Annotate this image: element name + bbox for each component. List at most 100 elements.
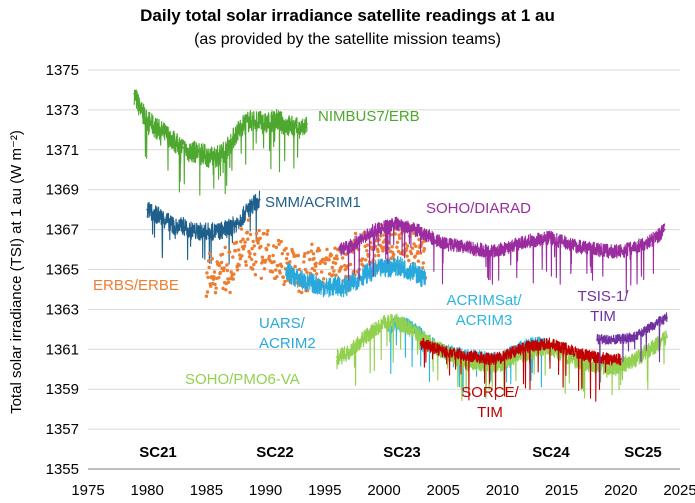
data-point	[293, 264, 297, 269]
data-point	[246, 218, 251, 222]
data-point	[395, 245, 399, 249]
series-line	[420, 337, 622, 402]
legend-label: SOHO/DIARAD	[426, 200, 531, 217]
data-point	[306, 123, 308, 125]
data-point	[262, 231, 266, 236]
data-point	[312, 282, 314, 285]
data-point	[275, 275, 279, 279]
data-point	[294, 276, 297, 279]
data-point	[376, 253, 381, 258]
data-point	[454, 352, 456, 355]
data-point	[158, 214, 160, 217]
data-point	[303, 252, 307, 256]
data-point	[335, 257, 339, 261]
data-point	[309, 249, 313, 253]
data-point	[282, 282, 286, 287]
legend-label: ACRIMSat/ACRIM3	[446, 292, 522, 329]
data-point	[420, 240, 424, 244]
data-point	[548, 342, 551, 345]
data-point	[406, 226, 409, 229]
data-point	[379, 234, 383, 238]
data-point	[631, 360, 634, 363]
data-point	[223, 245, 227, 250]
data-point	[181, 146, 184, 149]
data-point	[258, 121, 261, 123]
chart-title: Daily total solar irradiance satellite r…	[140, 6, 555, 25]
data-point	[422, 246, 427, 251]
y-tick-label: 1361	[46, 341, 79, 358]
data-point	[227, 250, 232, 254]
y-tick-label: 1359	[46, 381, 79, 398]
data-point	[254, 231, 259, 236]
data-point	[212, 270, 217, 274]
data-point	[259, 244, 263, 249]
x-tick-label: 1995	[308, 482, 341, 499]
data-point	[383, 266, 385, 269]
legend-label: SMM/ACRIM1	[265, 194, 361, 211]
data-point	[283, 279, 287, 284]
x-tick-label: 2005	[427, 482, 460, 499]
data-point	[501, 362, 504, 365]
data-point	[513, 350, 516, 353]
data-point	[312, 268, 317, 273]
data-point	[206, 275, 210, 279]
data-point	[164, 132, 166, 135]
data-point	[240, 254, 244, 258]
data-point	[288, 272, 291, 275]
data-point	[241, 125, 243, 127]
data-point	[271, 253, 275, 258]
data-point	[199, 230, 202, 233]
data-point	[175, 142, 178, 145]
data-point	[414, 244, 418, 248]
data-point	[477, 248, 480, 251]
data-point	[360, 257, 365, 261]
data-point	[241, 237, 245, 241]
data-point	[217, 230, 220, 233]
data-point	[525, 240, 527, 243]
x-tick-label: 2020	[604, 482, 637, 499]
data-point	[359, 238, 362, 241]
y-tick-label: 1371	[46, 142, 79, 159]
data-point	[400, 266, 403, 269]
data-point	[260, 255, 265, 259]
data-point	[489, 250, 492, 253]
data-point	[270, 270, 275, 274]
data-point	[225, 263, 229, 267]
legend-label: TSIS-1/TIM	[578, 288, 630, 325]
data-point	[548, 236, 551, 239]
data-point	[246, 237, 250, 241]
legend-label: NIMBUS7/ERB	[318, 108, 420, 125]
data-point	[406, 268, 409, 271]
data-point	[343, 263, 347, 268]
data-point	[419, 342, 422, 345]
data-point	[339, 265, 344, 269]
data-point	[305, 270, 309, 274]
data-point	[411, 231, 416, 235]
data-point	[133, 93, 136, 95]
data-point	[596, 364, 598, 367]
data-point	[210, 257, 214, 261]
data-point	[489, 358, 492, 361]
y-tick-label: 1375	[46, 62, 79, 79]
series-soho-diarad	[338, 216, 666, 294]
data-point	[300, 278, 302, 281]
data-point	[314, 264, 318, 268]
data-point	[376, 249, 380, 254]
data-point	[608, 250, 610, 253]
data-point	[501, 356, 504, 359]
data-point	[152, 125, 155, 127]
data-point	[239, 239, 243, 244]
data-point	[253, 252, 257, 256]
data-point	[442, 242, 445, 245]
chart-subtitle: (as provided by the satellite mission te…	[194, 31, 501, 48]
data-point	[325, 247, 329, 252]
data-point	[229, 142, 232, 145]
data-point	[332, 256, 337, 261]
y-tick-label: 1357	[46, 421, 79, 438]
data-point	[276, 263, 280, 268]
data-point	[158, 129, 160, 131]
y-tick-label: 1355	[46, 461, 79, 478]
legend-label: SOHO/PMO6-VA	[185, 371, 300, 388]
data-point	[466, 354, 468, 357]
data-point	[229, 226, 232, 229]
